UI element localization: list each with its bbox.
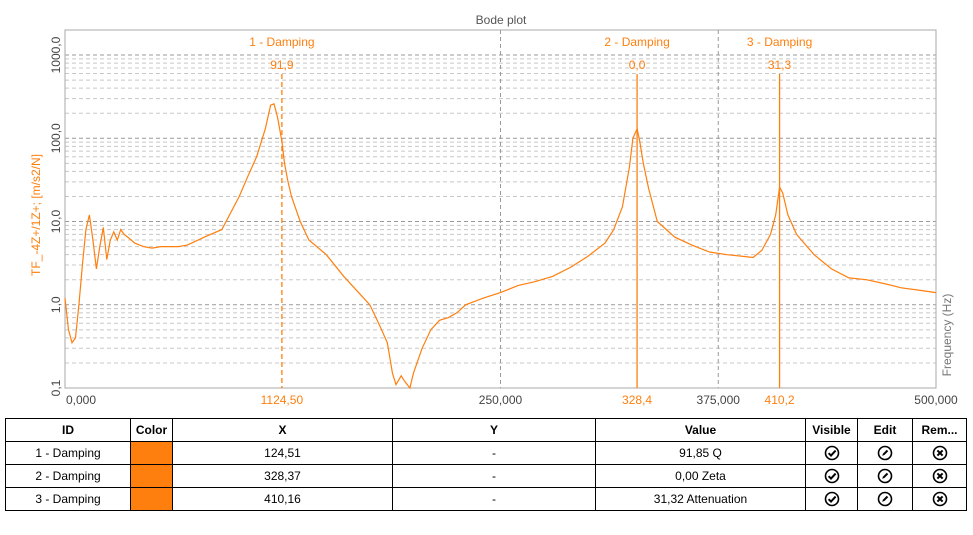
marker-x-label: 1124,50 xyxy=(261,393,304,407)
x-tick-label: 250,000 xyxy=(479,393,523,407)
header-x[interactable]: X xyxy=(172,418,393,442)
marker-label[interactable]: 3 - Damping xyxy=(747,35,812,49)
table-row[interactable]: 3 - Damping 410,16 - 31,32 Attenuation xyxy=(5,487,967,511)
y-tick-label: 1000,0 xyxy=(49,36,63,73)
plot-frame xyxy=(64,29,937,389)
tick-layer: 0,000 250,000 375,000 500,000 0,1 1,0 10,0 100,… xyxy=(49,36,958,407)
marker-x-label: 410,2 xyxy=(765,393,795,407)
row-y: - xyxy=(392,487,596,511)
row-x: 124,51 xyxy=(172,441,393,465)
row-y: - xyxy=(392,441,596,465)
header-y[interactable]: Y xyxy=(392,418,596,442)
marker-x-label: 328,4 xyxy=(622,393,652,407)
marker-table: ID Color X Y Value Visible Edit Rem... 1… xyxy=(5,418,967,511)
chart-title: Bode plot xyxy=(476,13,527,27)
row-x: 328,37 xyxy=(172,464,393,488)
check-circle-icon[interactable] xyxy=(824,445,840,461)
row-x: 410,16 xyxy=(172,487,393,511)
table-row[interactable]: 2 - Damping 328,37 - 0,00 Zeta xyxy=(5,464,967,488)
header-visible[interactable]: Visible xyxy=(805,418,858,442)
visible-toggle[interactable] xyxy=(805,441,858,465)
edit-button[interactable] xyxy=(857,464,913,488)
frequency-axis-title: Frequency (Hz) xyxy=(940,294,954,377)
header-color[interactable]: Color xyxy=(130,418,173,442)
y-axis-title: TF_-4Z+/1Z+; [m/s2/N] xyxy=(29,154,43,276)
bode-plot-chart: Bode plot 1 - Damping 91,9 1124,50 2 - Damp… xyxy=(29,13,958,407)
y-tick-label: 1,0 xyxy=(49,296,63,313)
table-header-row: ID Color X Y Value Visible Edit Rem... xyxy=(5,418,967,442)
y-tick-label: 10,0 xyxy=(49,210,63,234)
remove-button[interactable] xyxy=(912,441,967,465)
grid-layer xyxy=(65,29,936,389)
close-circle-icon[interactable] xyxy=(932,468,948,484)
marker-value-label: 31,3 xyxy=(768,58,792,72)
x-tick-label: 500,000 xyxy=(914,393,958,407)
row-value: 31,32 Attenuation xyxy=(595,487,806,511)
remove-button[interactable] xyxy=(912,487,967,511)
marker-value-label: 0,0 xyxy=(629,58,646,72)
check-circle-icon[interactable] xyxy=(824,491,840,507)
y-tick-label: 0,1 xyxy=(49,379,63,396)
close-circle-icon[interactable] xyxy=(932,491,948,507)
row-value: 91,85 Q xyxy=(595,441,806,465)
header-id[interactable]: ID xyxy=(5,418,131,442)
remove-button[interactable] xyxy=(912,464,967,488)
header-edit[interactable]: Edit xyxy=(857,418,913,442)
row-value: 0,00 Zeta xyxy=(595,464,806,488)
marker-value-label: 91,9 xyxy=(270,58,294,72)
pencil-circle-icon[interactable] xyxy=(877,445,893,461)
edit-button[interactable] xyxy=(857,441,913,465)
header-value[interactable]: Value xyxy=(595,418,806,442)
pencil-circle-icon[interactable] xyxy=(877,468,893,484)
row-color-swatch[interactable] xyxy=(130,441,173,465)
check-circle-icon[interactable] xyxy=(824,468,840,484)
row-id: 2 - Damping xyxy=(5,464,131,488)
header-remove[interactable]: Rem... xyxy=(912,418,967,442)
table-row[interactable]: 1 - Damping 124,51 - 91,85 Q xyxy=(5,441,967,465)
marker-label[interactable]: 2 - Damping xyxy=(604,35,669,49)
marker-layer: 1 - Damping 91,9 1124,50 2 - Damping 0,0 328,… xyxy=(249,35,812,407)
row-color-swatch[interactable] xyxy=(130,487,173,511)
close-circle-icon[interactable] xyxy=(932,445,948,461)
row-id: 3 - Damping xyxy=(5,487,131,511)
series-line xyxy=(64,102,937,390)
row-id: 1 - Damping xyxy=(5,441,131,465)
pencil-circle-icon[interactable] xyxy=(877,491,893,507)
visible-toggle[interactable] xyxy=(805,464,858,488)
x-tick-label: 375,000 xyxy=(697,393,741,407)
marker-label[interactable]: 1 - Damping xyxy=(249,35,314,49)
row-color-swatch[interactable] xyxy=(130,464,173,488)
x-tick-label: 0,000 xyxy=(66,393,96,407)
visible-toggle[interactable] xyxy=(805,487,858,511)
y-tick-label: 100,0 xyxy=(49,123,63,153)
edit-button[interactable] xyxy=(857,487,913,511)
row-y: - xyxy=(392,464,596,488)
